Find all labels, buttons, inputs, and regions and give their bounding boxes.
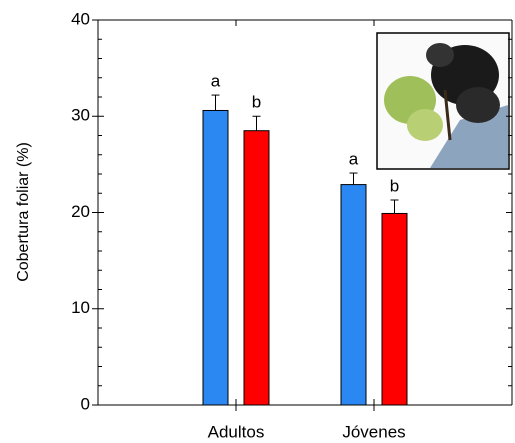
y-tick-label: 30 (71, 106, 90, 125)
bar (202, 109, 229, 406)
significance-letter: b (390, 176, 399, 195)
bar (243, 130, 270, 406)
significance-letter: b (252, 93, 261, 112)
bar (381, 212, 408, 406)
y-tick-label: 40 (71, 9, 90, 28)
inset-photo (376, 32, 510, 170)
x-tick-label: Adultos (208, 422, 265, 441)
y-axis-label: Cobertura foliar (%) (15, 142, 32, 282)
significance-letter: a (211, 72, 221, 91)
y-tick-label: 0 (81, 394, 90, 413)
y-tick-label: 20 (71, 202, 90, 221)
y-tick-label: 10 (71, 298, 90, 317)
x-tick-label: Jóvenes (342, 422, 405, 441)
significance-letter: a (349, 150, 359, 169)
bar (340, 184, 367, 406)
